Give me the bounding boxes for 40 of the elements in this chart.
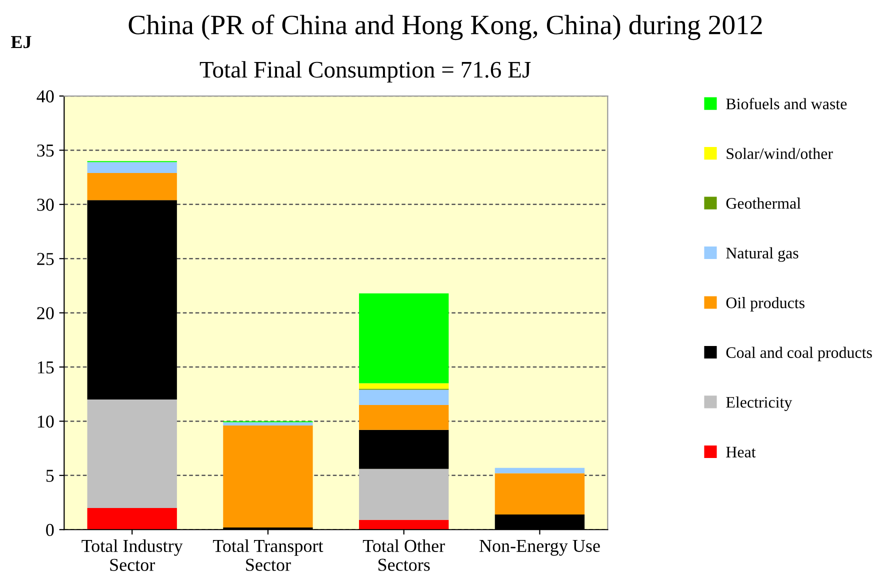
y-tick-label: 30 bbox=[37, 198, 54, 211]
bar bbox=[359, 383, 449, 389]
y-tick-label: 15 bbox=[38, 361, 54, 374]
y-tick-label: 25 bbox=[37, 252, 54, 266]
bar bbox=[359, 520, 449, 530]
bar bbox=[359, 430, 449, 469]
legend-label: Heat bbox=[726, 446, 756, 458]
bar bbox=[359, 293, 449, 384]
x-tick-label: Total Industry Sector bbox=[82, 539, 183, 571]
legend-label: Biofuels and waste bbox=[726, 98, 847, 110]
legend-label: Oil products bbox=[726, 297, 804, 312]
chart-title: China (PR of China and Hong Kong, China) during 2012 bbox=[128, 14, 762, 40]
y-tick-label: 0 bbox=[46, 524, 54, 536]
legend-label: Solar/wind/other bbox=[726, 148, 833, 160]
y-tick-label: 40 bbox=[36, 90, 54, 102]
bar bbox=[87, 172, 177, 200]
x-tick-label: Non-Energy Use bbox=[479, 540, 600, 556]
bar bbox=[87, 162, 177, 173]
y-tick-label: 35 bbox=[37, 144, 54, 157]
x-tick-label: Total Other Sectors bbox=[362, 539, 445, 571]
bar bbox=[359, 468, 449, 520]
legend-label: Coal and coal products bbox=[726, 346, 872, 362]
bar bbox=[223, 422, 313, 426]
bar bbox=[494, 468, 585, 474]
bar bbox=[494, 473, 585, 514]
bar bbox=[359, 390, 449, 405]
y-axis-title: EJ bbox=[11, 36, 32, 48]
bar bbox=[87, 400, 177, 508]
bar bbox=[87, 508, 177, 530]
y-tick-label: 20 bbox=[37, 307, 54, 320]
y-tick-label: 5 bbox=[46, 470, 54, 482]
bar bbox=[223, 426, 313, 528]
y-tick-label: 10 bbox=[38, 415, 54, 428]
bar bbox=[359, 404, 449, 430]
chart-subtitle: Total Final Consumption = 71.6 EJ bbox=[200, 61, 531, 83]
legend-label: Electricity bbox=[726, 396, 792, 411]
legend-label: Natural gas bbox=[726, 247, 798, 262]
x-tick-label: Total Transport Sector bbox=[212, 539, 324, 571]
legend-label: Geothermal bbox=[726, 198, 801, 209]
bar bbox=[87, 200, 177, 400]
